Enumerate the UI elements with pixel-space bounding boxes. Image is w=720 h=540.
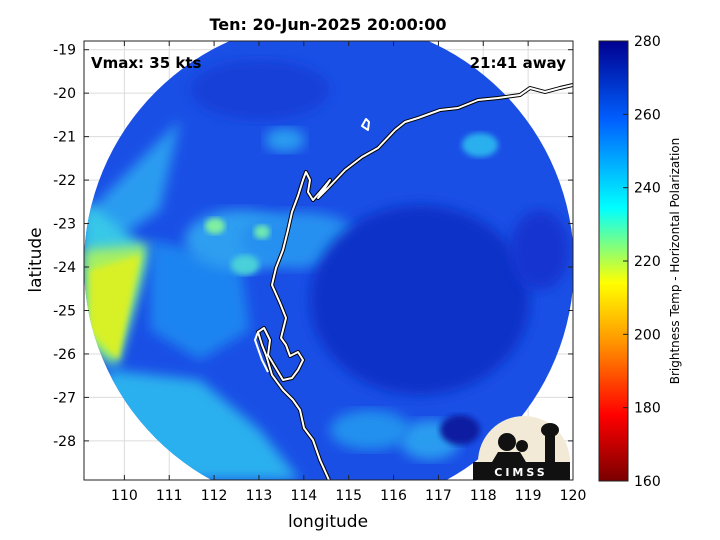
y-tick-label: -20 bbox=[53, 86, 76, 102]
microwave-swath bbox=[84, 41, 573, 480]
y-tick-label: -22 bbox=[53, 173, 76, 189]
colorbar-tick-label: 200 bbox=[634, 327, 661, 343]
y-tick-label: -21 bbox=[53, 130, 76, 146]
y-tick-label: -27 bbox=[53, 390, 76, 406]
vmax-label: Vmax: 35 kts bbox=[91, 54, 201, 72]
y-tick-label: -23 bbox=[53, 217, 76, 233]
x-tick-label: 120 bbox=[560, 488, 587, 504]
x-tick-label: 118 bbox=[470, 488, 497, 504]
y-tick-label: -28 bbox=[53, 434, 76, 450]
y-tick-label: -19 bbox=[53, 43, 76, 59]
colorbar-ticks: 160 180 200 220 240 260 280 bbox=[623, 34, 661, 490]
chart-title: Ten: 20-Jun-2025 20:00:00 bbox=[210, 15, 447, 34]
cimss-logo: CIMSS bbox=[473, 416, 570, 480]
colorbar-tick-label: 220 bbox=[634, 254, 661, 270]
x-tick-label: 116 bbox=[380, 488, 407, 504]
satellite-dish-icon bbox=[498, 433, 516, 451]
colorbar-tick-label: 180 bbox=[634, 401, 661, 417]
x-tick-label: 113 bbox=[246, 488, 273, 504]
x-tick-label: 111 bbox=[156, 488, 183, 504]
time-away-label: 21:41 away bbox=[470, 54, 567, 72]
logo-text: CIMSS bbox=[494, 466, 547, 479]
x-tick-label: 114 bbox=[290, 488, 317, 504]
y-tick-label: -26 bbox=[53, 347, 76, 363]
y-axis: -19 -20 -21 -22 -23 -24 -25 -26 -27 -28 bbox=[53, 43, 573, 450]
y-tick-label: -25 bbox=[53, 303, 76, 319]
coastline bbox=[254, 83, 573, 480]
colorbar-tick-label: 260 bbox=[634, 107, 661, 123]
y-tick-label: -24 bbox=[53, 260, 76, 276]
colorbar-tick-label: 240 bbox=[634, 181, 661, 197]
x-tick-label: 110 bbox=[111, 488, 138, 504]
colorbar-label: Brightness Temp - Horizontal Polarizatio… bbox=[668, 138, 682, 385]
x-tick-label: 117 bbox=[425, 488, 452, 504]
colorbar-tick-label: 280 bbox=[634, 34, 661, 50]
x-axis-label: longitude bbox=[288, 512, 368, 532]
x-tick-label: 112 bbox=[201, 488, 228, 504]
water-tower-icon bbox=[545, 428, 555, 462]
x-tick-label: 119 bbox=[515, 488, 542, 504]
x-tick-label: 115 bbox=[335, 488, 362, 504]
y-axis-label: latitude bbox=[26, 227, 46, 292]
colorbar-tick-label: 160 bbox=[634, 474, 661, 490]
x-axis: 110 111 112 113 114 115 116 117 118 119 120 bbox=[111, 41, 586, 504]
axes-frame bbox=[83, 40, 574, 481]
